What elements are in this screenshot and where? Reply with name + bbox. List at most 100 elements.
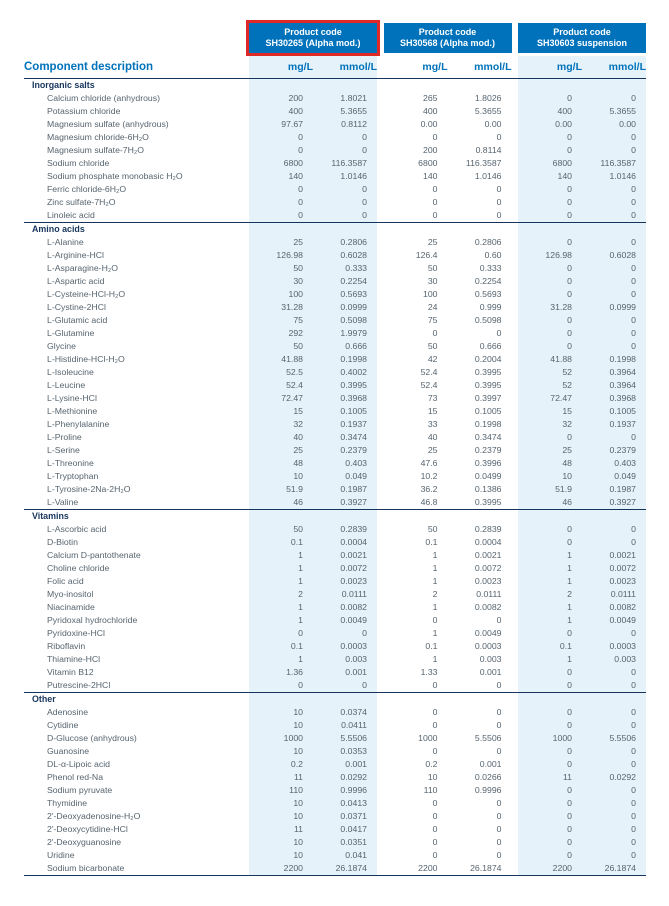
value-cell: 0 xyxy=(518,144,582,157)
value-cell: 0 xyxy=(518,262,582,275)
component-row: Niacinamide 1 0.0082 1 0.0082 1 0.0082 xyxy=(24,601,647,614)
value-cell: 126.98 xyxy=(249,249,313,262)
value-cell: 46.8 xyxy=(420,497,438,507)
product-code-value: SH30568 (Alpha mod.) xyxy=(399,38,496,48)
value-cell: 0 xyxy=(518,823,582,836)
value-cell xyxy=(383,692,448,706)
value-cell: 0 xyxy=(432,720,438,730)
value-cell: 0.0111 xyxy=(313,588,377,601)
component-name: Magnesium sulfate-7H₂O xyxy=(47,145,145,155)
value-cell xyxy=(313,79,377,92)
value-cell xyxy=(518,692,582,706)
component-row: Pyridoxal hydrochloride 1 0.0049 0 0 1 0.0049 xyxy=(24,614,647,627)
value-cell: 0 xyxy=(582,536,647,549)
value-cell: 0 xyxy=(518,236,582,249)
value-cell: 0.3996 xyxy=(474,458,502,468)
product-code-box: Product code SH30568 (Alpha mod.) xyxy=(383,23,512,53)
component-name: L-Cysteine-HCl-H₂O xyxy=(47,289,126,299)
value-cell: 0 xyxy=(518,666,582,679)
value-cell: 140 xyxy=(518,170,582,183)
component-name: L-Tryptophan xyxy=(47,471,99,481)
value-cell: 0.0003 xyxy=(313,640,377,653)
value-cell: 0.9996 xyxy=(474,785,502,795)
product-header-sh30603: Product code SH30603 suspension xyxy=(518,20,647,56)
value-cell: 10 xyxy=(249,849,313,862)
value-cell: 0 xyxy=(496,707,502,717)
value-cell: 0 xyxy=(518,784,582,797)
component-name: L-Valine xyxy=(47,497,79,507)
component-name: L-Leucine xyxy=(47,380,86,390)
component-row: L-Cysteine-HCl-H₂O 100 0.5693 100 0.5693 0 0 xyxy=(24,288,647,301)
value-cell: 0 xyxy=(518,196,582,209)
value-cell: 0 xyxy=(518,536,582,549)
value-cell: 15 xyxy=(427,406,438,416)
unit-header-mg: mg/L xyxy=(518,56,582,79)
component-row: L-Valine 46 0.3927 46.8 0.3995 46 0.3927 xyxy=(24,496,647,509)
component-row: Linoleic acid 0 0 0 0 0 0 xyxy=(24,209,647,222)
unit-header-row: Component description mg/L mmol/L mg/L m… xyxy=(24,56,647,79)
value-cell: 0 xyxy=(496,824,502,834)
section-header-row: Other xyxy=(24,692,647,706)
value-cell: 0 xyxy=(432,824,438,834)
value-cell: 52 xyxy=(518,379,582,392)
unit-header-mg: mg/L xyxy=(249,56,313,79)
value-cell: 0 xyxy=(518,314,582,327)
value-cell: 0 xyxy=(518,431,582,444)
value-cell: 1 xyxy=(249,601,313,614)
component-name: Magnesium sulfate (anhydrous) xyxy=(47,119,169,129)
value-cell: 0 xyxy=(518,810,582,823)
component-name: Niacinamide xyxy=(47,602,95,612)
component-row: Choline chloride 1 0.0072 1 0.0072 1 0.0072 xyxy=(24,562,647,575)
value-cell: 0 xyxy=(313,196,377,209)
value-cell: 5.5506 xyxy=(474,733,502,743)
section-header-row: Inorganic salts xyxy=(24,79,647,92)
value-cell: 0.0353 xyxy=(313,745,377,758)
value-cell: 0.403 xyxy=(582,457,647,470)
value-cell: 25 xyxy=(249,444,313,457)
value-cell: 0 xyxy=(518,183,582,196)
value-cell: 0 xyxy=(313,183,377,196)
value-cell: 0.003 xyxy=(582,653,647,666)
value-cell: 0 xyxy=(496,837,502,847)
value-cell: 200 xyxy=(423,145,438,155)
value-cell: 10 xyxy=(249,797,313,810)
value-cell: 0.3995 xyxy=(474,367,502,377)
value-cell: 0.2379 xyxy=(313,444,377,457)
component-row: Magnesium chloride-6H₂O 0 0 0 0 0 0 xyxy=(24,131,647,144)
value-cell: 10 xyxy=(249,470,313,483)
value-cell: 0.0023 xyxy=(474,576,502,586)
value-cell: 0.2806 xyxy=(313,236,377,249)
component-row: Pyridoxine-HCl 0 0 1 0.0049 0 0 xyxy=(24,627,647,640)
component-name: L-Asparagine-H₂O xyxy=(47,263,118,273)
section-title: Other xyxy=(24,692,249,706)
value-cell: 400 xyxy=(518,105,582,118)
product-code-title: Product code xyxy=(553,27,611,37)
value-cell: 1000 xyxy=(518,732,582,745)
product-code-box-highlighted: Product code SH30265 (Alpha mod.) xyxy=(246,20,380,56)
value-cell: 0.0023 xyxy=(582,575,647,588)
value-cell: 0.1 xyxy=(249,640,313,653)
value-cell: 72.47 xyxy=(518,392,582,405)
component-name: Putrescine-2HCl xyxy=(47,680,111,690)
value-cell: 0 xyxy=(582,523,647,536)
value-cell: 0.1005 xyxy=(474,406,502,416)
unit-header-mmol: mmol/L xyxy=(447,56,512,79)
column-gap xyxy=(511,222,518,236)
value-cell: 0 xyxy=(582,849,647,862)
value-cell: 50 xyxy=(249,262,313,275)
value-cell: 33 xyxy=(427,419,438,429)
value-cell: 0 xyxy=(518,849,582,862)
component-row: Cytidine 10 0.0411 0 0 0 0 xyxy=(24,719,647,732)
value-cell: 0.2839 xyxy=(474,524,502,534)
value-cell: 0.00 xyxy=(484,119,502,129)
value-cell: 116.3587 xyxy=(582,157,647,170)
value-cell: 0 xyxy=(432,184,438,194)
value-cell: 50 xyxy=(427,263,438,273)
value-cell: 110 xyxy=(423,785,438,795)
value-cell: 0.1998 xyxy=(474,419,502,429)
value-cell: 0.3927 xyxy=(582,496,647,509)
value-cell: 0 xyxy=(432,811,438,821)
component-row: L-Aspartic acid 30 0.2254 30 0.2254 0 0 xyxy=(24,275,647,288)
value-cell: 0 xyxy=(496,811,502,821)
value-cell: 0 xyxy=(582,340,647,353)
